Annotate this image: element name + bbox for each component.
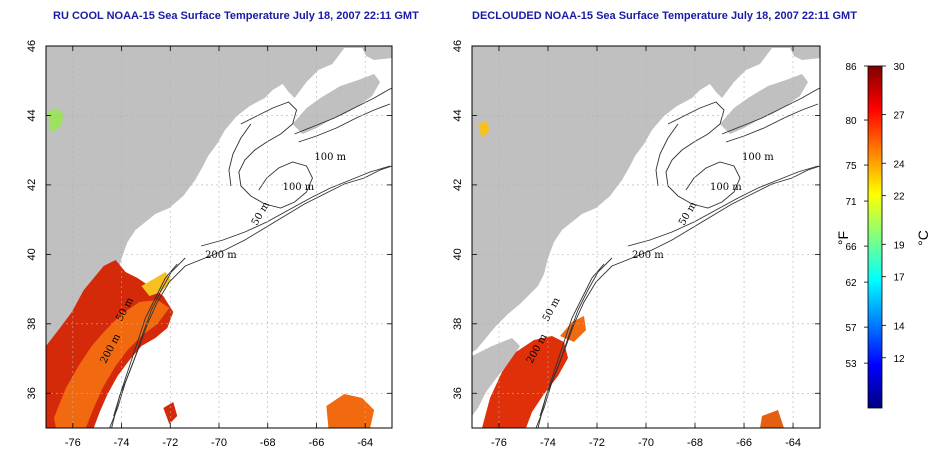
celsius-unit-label: °C [915, 230, 931, 246]
colorbar-ticks: 30 27 24 22 19 17 14 12 86 80 75 71 66 62 57 53 [845, 62, 905, 370]
colorbar-scale [867, 65, 883, 409]
latitude-tick-label: 40 [26, 248, 38, 260]
sst-patch-mild [478, 120, 490, 138]
contour-label: 100 m [742, 152, 774, 163]
longitude-tick-label: -72 [589, 437, 605, 449]
sst-patch-warm [760, 410, 784, 428]
latitude-tick-label: 46 [452, 40, 464, 52]
fahrenheit-unit-label: °F [835, 231, 851, 245]
fahrenheit-tick-label: 80 [845, 116, 857, 127]
celsius-tick-label: 24 [893, 159, 905, 170]
map-axes: -76 -74 -72 -70 -68 -66 -64 36 38 40 42 44 46 [26, 40, 392, 449]
bathymetry-contour [111, 87, 392, 428]
sst-patch-warm [326, 394, 375, 428]
celsius-tick-label: 22 [893, 192, 905, 203]
latitude-tick-label: 40 [452, 248, 464, 260]
longitude-tick-label: -70 [638, 437, 654, 449]
latitude-tick-label: 46 [26, 40, 38, 52]
left-sst-map: 100 m 100 m 50 m 200 m 50 m 200 m -76 -74… [26, 40, 393, 449]
longitude-tick-label: -76 [491, 437, 507, 449]
latitude-tick-label: 38 [452, 318, 464, 330]
longitude-tick-label: -70 [211, 437, 227, 449]
latitude-tick-label: 44 [452, 109, 464, 121]
land-mass [472, 338, 520, 416]
right-map-title: DECLOUDED NOAA-15 Sea Surface Temperatur… [472, 10, 857, 22]
graticule [472, 46, 820, 428]
left-map-title: RU COOL NOAA-15 Sea Surface Temperature … [53, 10, 419, 22]
fahrenheit-tick-label: 71 [845, 197, 857, 208]
contour-label: 200 m [632, 250, 664, 261]
celsius-tick-label: 30 [893, 62, 905, 73]
land-mass [720, 74, 808, 134]
longitude-tick-label: -64 [785, 437, 801, 449]
celsius-tick-label: 27 [893, 111, 905, 122]
fahrenheit-tick-label: 75 [845, 161, 857, 172]
fahrenheit-tick-label: 57 [845, 323, 857, 334]
longitude-tick-label: -64 [357, 437, 373, 449]
celsius-tick-label: 17 [893, 273, 905, 284]
longitude-tick-label: -66 [309, 437, 325, 449]
celsius-tick-label: 12 [893, 354, 905, 365]
contour-label: 200 m [205, 250, 237, 261]
longitude-tick-label: -72 [162, 437, 178, 449]
graticule [46, 46, 392, 428]
bathymetry-contour [655, 101, 741, 209]
latitude-tick-label: 36 [26, 387, 38, 399]
longitude-tick-label: -76 [65, 437, 81, 449]
land-mass [472, 46, 820, 352]
bathymetry-contour [113, 263, 178, 417]
bathymetry-contour [228, 101, 313, 209]
contour-label: 100 m [710, 182, 742, 193]
longitude-tick-label: -74 [540, 437, 556, 449]
land-mass [125, 62, 138, 74]
bathymetry-contour [537, 87, 820, 428]
celsius-tick-label: 14 [893, 321, 905, 332]
bathymetry-contour [109, 103, 391, 428]
right-sst-map: 100 m 100 m 50 m 200 m 50 m 200 m -76 -74… [452, 40, 821, 449]
fahrenheit-tick-label: 53 [845, 359, 857, 370]
longitude-tick-label: -68 [260, 437, 276, 449]
contour-label: 100 m [283, 182, 315, 193]
land-mass [46, 46, 392, 352]
longitude-tick-label: -66 [736, 437, 752, 449]
sst-patch-mild [141, 272, 172, 296]
sst-patch-hot [482, 336, 568, 428]
contour-label: 100 m [314, 152, 346, 163]
latitude-tick-label: 42 [452, 179, 464, 191]
bathymetry-contour [535, 103, 819, 428]
land-mass [292, 74, 381, 134]
latitude-tick-label: 38 [26, 318, 38, 330]
longitude-tick-label: -74 [114, 437, 130, 449]
map-axes: -76 -74 -72 -70 -68 -66 -64 36 38 40 42 44 46 [452, 40, 820, 449]
fahrenheit-tick-label: 62 [845, 278, 857, 289]
longitude-tick-label: -68 [687, 437, 703, 449]
latitude-tick-label: 36 [452, 387, 464, 399]
celsius-tick-label: 19 [893, 240, 905, 251]
latitude-tick-label: 44 [26, 109, 38, 121]
sst-patch-cool [47, 108, 64, 132]
latitude-tick-label: 42 [26, 179, 38, 191]
fahrenheit-tick-label: 86 [845, 62, 857, 73]
temperature-colorbar: 30 27 24 22 19 17 14 12 86 80 75 71 66 62 57 53 °F °C [835, 62, 931, 409]
bathymetry-contour [539, 263, 605, 417]
fahrenheit-tick-label: 66 [845, 242, 857, 253]
